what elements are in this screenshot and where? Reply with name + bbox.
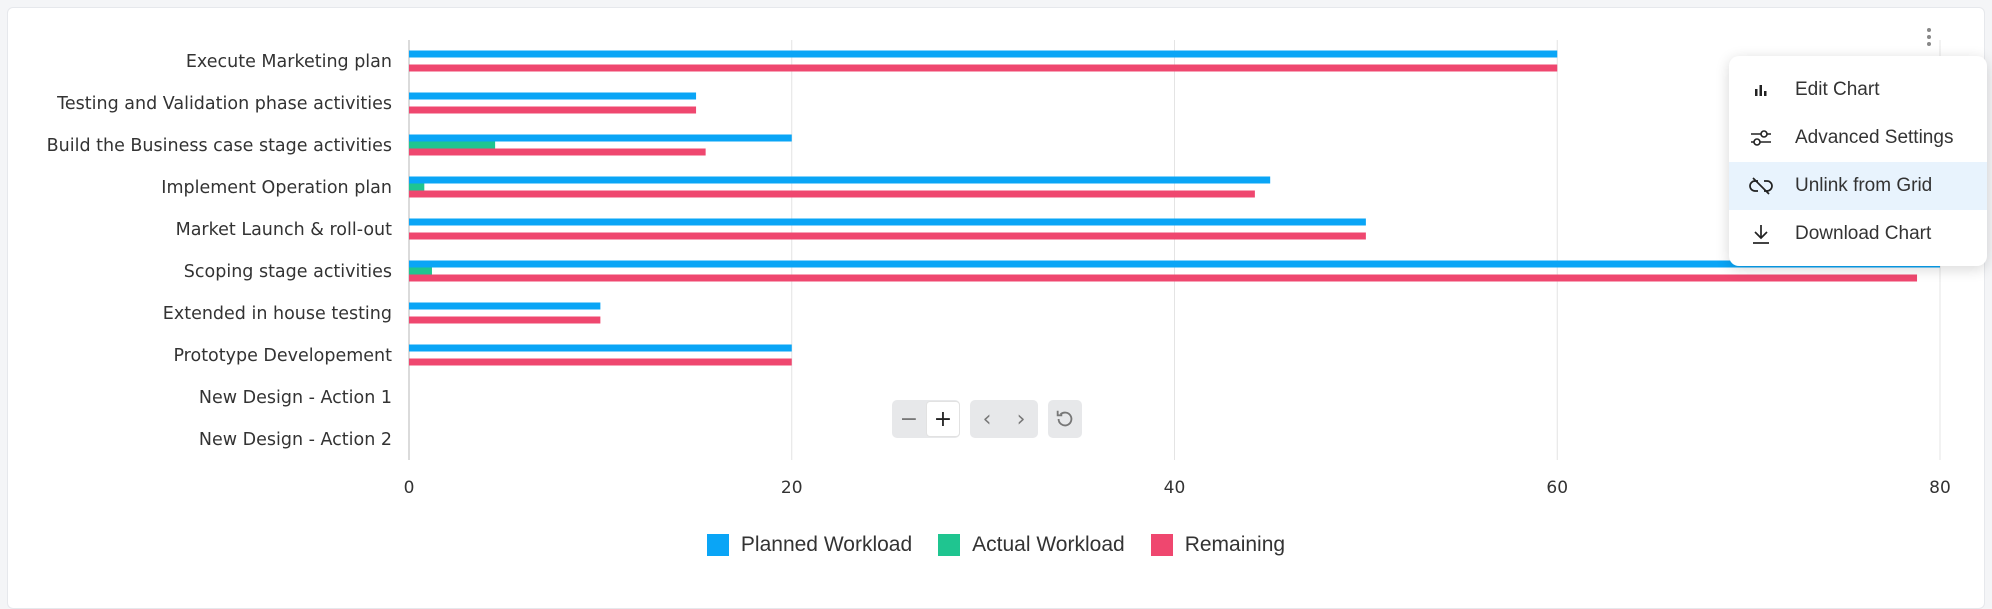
bar-planned-workload	[409, 50, 1558, 58]
legend-swatch-remaining	[1150, 534, 1173, 556]
bar-planned-workload	[409, 302, 601, 310]
bar-actual-workload	[409, 141, 496, 149]
pan-group: ‹ ›	[970, 400, 1038, 438]
x-tick-label: 80	[1929, 478, 1951, 498]
reset-icon	[1056, 410, 1073, 427]
zoom-group: − +	[892, 400, 960, 438]
bar-chart: 0 20 40 60 80 Execute Marketing plan Testing a…	[47, 40, 1951, 498]
bar-actual-workload	[409, 267, 432, 275]
y-category-label: Implement Operation plan	[161, 178, 392, 198]
menu-item-label: Unlink from Grid	[1795, 175, 1933, 196]
y-category-label: Market Launch & roll-out	[176, 220, 393, 240]
chart-legend: Planned Workload Actual Workload Remaini…	[0, 533, 1992, 557]
y-category-label: Prototype Developement	[173, 346, 392, 366]
unlink-icon	[1749, 174, 1773, 198]
legend-swatch-actual	[938, 534, 961, 556]
bar-remaining	[409, 358, 792, 366]
reset-group	[1048, 400, 1082, 438]
y-category-label: Build the Business case stage activities	[47, 136, 392, 156]
bar-remaining	[409, 316, 601, 324]
menu-item-unlink-from-grid[interactable]: Unlink from Grid	[1729, 162, 1987, 210]
y-category-label: Scoping stage activities	[184, 262, 392, 282]
menu-item-download-chart[interactable]: Download Chart	[1729, 210, 1987, 258]
download-icon	[1749, 222, 1773, 246]
bar-remaining	[409, 106, 697, 114]
legend-item-planned[interactable]: Planned Workload	[706, 533, 913, 557]
bar-planned-workload	[409, 218, 1366, 226]
bar-remaining	[409, 148, 706, 156]
menu-item-label: Advanced Settings	[1795, 127, 1954, 148]
bar-remaining	[409, 232, 1366, 240]
bar-actual-workload	[409, 183, 425, 191]
bar-planned-workload	[409, 176, 1271, 184]
chart-card	[7, 7, 1985, 609]
bar-chart-icon	[1749, 78, 1773, 102]
legend-item-remaining[interactable]: Remaining	[1150, 533, 1286, 557]
menu-item-label: Download Chart	[1795, 223, 1932, 244]
y-category-label: Extended in house testing	[163, 304, 392, 324]
bar-remaining	[409, 274, 1918, 282]
x-tick-label: 40	[1164, 478, 1186, 498]
y-category-label: New Design - Action 1	[199, 388, 392, 408]
y-category-label: Testing and Validation phase activities	[56, 94, 392, 114]
zoom-in-button[interactable]: +	[926, 401, 960, 437]
x-tick-label: 20	[781, 478, 803, 498]
y-category-label: Execute Marketing plan	[186, 52, 392, 72]
zoom-out-button[interactable]: −	[899, 406, 919, 432]
zoom-toolbar: − + ‹ ›	[892, 400, 1082, 438]
bar-remaining	[409, 190, 1255, 198]
legend-swatch-planned	[706, 534, 729, 556]
legend-label-actual: Actual Workload	[972, 533, 1125, 556]
y-category-label: New Design - Action 2	[199, 430, 392, 450]
chart-options-kebab-icon[interactable]	[1919, 26, 1939, 48]
chart-options-menu: Edit Chart Advanced Settings Unlink from…	[1729, 56, 1987, 266]
bar-planned-workload	[409, 260, 1940, 268]
legend-label-remaining: Remaining	[1184, 533, 1286, 556]
legend-label-planned: Planned Workload	[740, 533, 913, 556]
bar-planned-workload	[409, 134, 792, 142]
reset-zoom-button[interactable]	[1048, 400, 1082, 438]
bar-remaining	[409, 64, 1558, 72]
menu-item-edit-chart[interactable]: Edit Chart	[1729, 66, 1987, 114]
x-tick-label: 0	[404, 478, 415, 498]
bar-planned-workload	[409, 92, 697, 100]
pan-right-button[interactable]: ›	[1016, 406, 1026, 432]
menu-item-advanced-settings[interactable]: Advanced Settings	[1729, 114, 1987, 162]
pan-left-button[interactable]: ‹	[982, 406, 992, 432]
legend-item-actual[interactable]: Actual Workload	[938, 533, 1125, 557]
bar-planned-workload	[409, 344, 792, 352]
sliders-icon	[1749, 126, 1773, 150]
menu-item-label: Edit Chart	[1795, 79, 1880, 100]
x-tick-label: 60	[1546, 478, 1568, 498]
